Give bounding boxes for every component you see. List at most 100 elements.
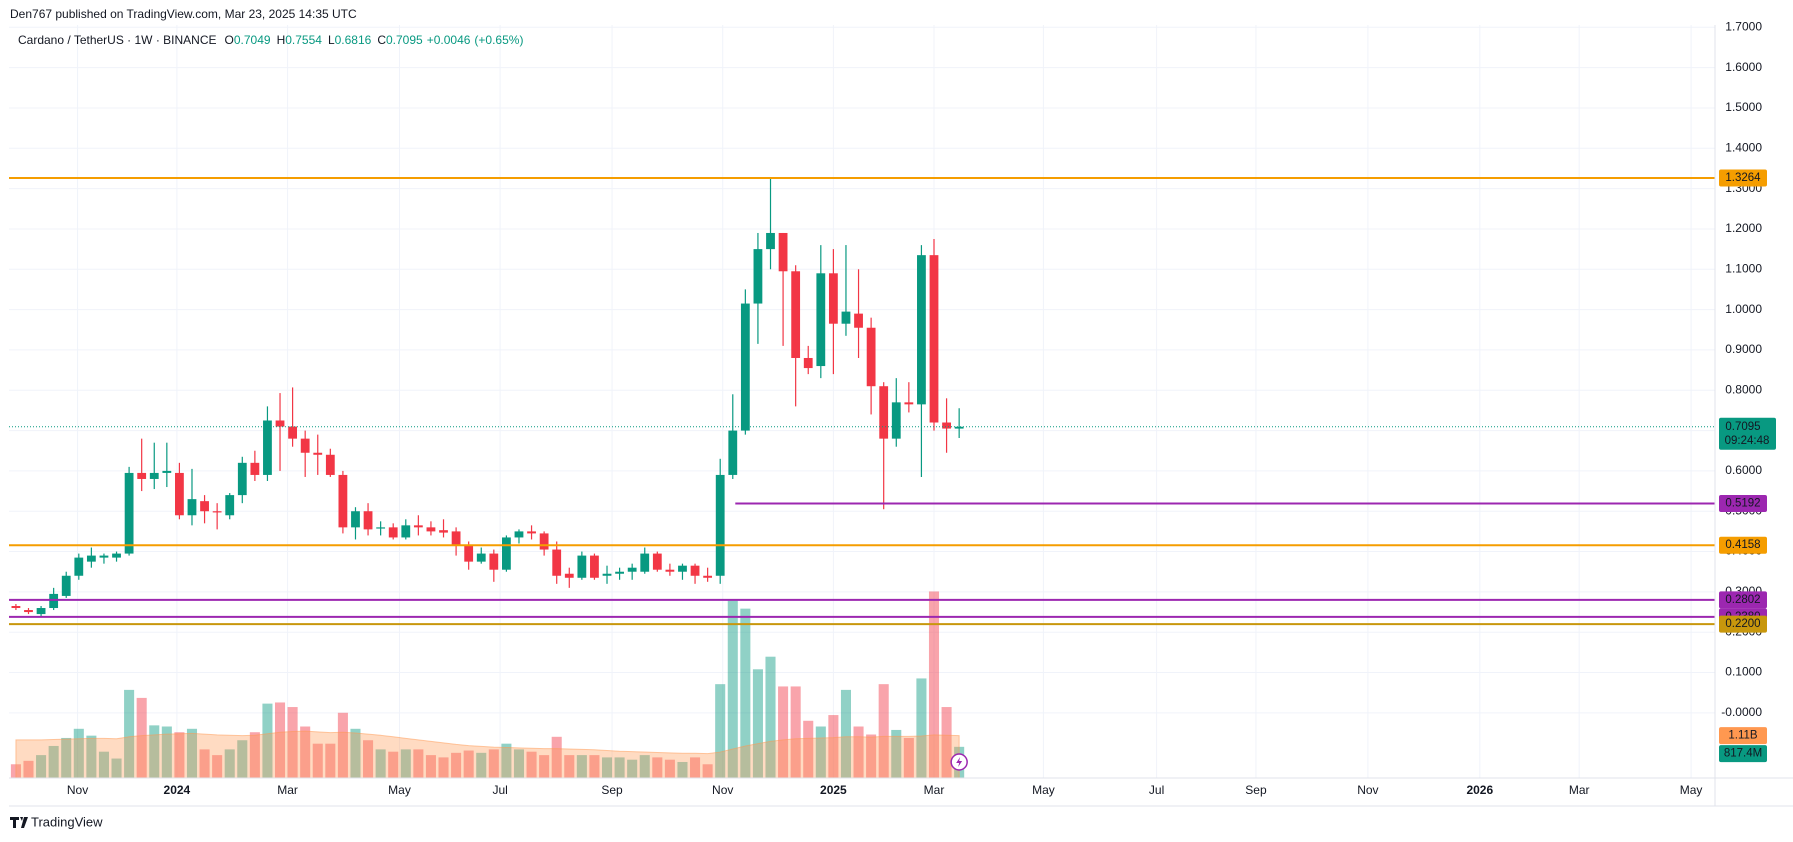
volume-bar — [853, 726, 864, 778]
volume-bar — [48, 745, 59, 778]
volume-bar — [916, 678, 927, 778]
candle-body — [866, 327, 876, 387]
candle-body — [564, 573, 574, 578]
level-label-box — [1719, 615, 1767, 633]
volume-bar — [237, 740, 248, 778]
volume-ma-label-box — [1719, 727, 1767, 745]
candle-body — [891, 402, 901, 439]
volume-bar — [212, 755, 223, 778]
volume-bar — [752, 669, 763, 778]
candle-body — [149, 472, 159, 479]
volume-bar — [400, 749, 411, 778]
x-tick-label: Mar — [924, 783, 945, 797]
candle-body — [237, 462, 247, 496]
y-tick-label: -0.0000 — [1721, 705, 1762, 719]
candle-body — [413, 525, 423, 528]
volume-bar — [61, 737, 72, 778]
volume-bar — [601, 757, 613, 778]
candle-body — [49, 593, 59, 609]
axes — [9, 25, 1793, 807]
level-label-box — [1719, 536, 1767, 554]
x-tick-label: Nov — [67, 783, 88, 797]
legend-value: 0.6816 — [335, 33, 372, 47]
candle-body — [275, 420, 285, 427]
volume-bar — [161, 726, 172, 778]
candle-body — [36, 608, 46, 615]
x-tick-label: 2024 — [164, 783, 191, 797]
candle-body — [904, 402, 914, 405]
volume-bar — [287, 707, 298, 778]
volume-bar — [325, 743, 336, 778]
candle-body — [514, 531, 524, 538]
volume-bar — [98, 751, 109, 778]
candle-body — [426, 527, 436, 532]
candle-body — [740, 303, 750, 431]
y-tick-label: 1.4000 — [1725, 140, 1762, 154]
volume-bar — [765, 656, 776, 778]
volume-bar — [312, 743, 323, 778]
candle-body — [250, 462, 260, 475]
x-tick-label: Sep — [1245, 783, 1267, 797]
y-tick-label: 1.7000 — [1725, 19, 1762, 33]
volume-ma-area — [15, 730, 960, 779]
candle-body — [917, 255, 926, 405]
candle-body — [527, 531, 536, 534]
candle-body — [854, 313, 863, 328]
volume-bar — [111, 758, 122, 778]
candle-body — [841, 311, 851, 324]
candle-body — [803, 357, 813, 369]
legend-value: 0.7049 — [234, 33, 271, 47]
candle-body — [942, 422, 951, 429]
candle-body — [11, 606, 21, 609]
level-label-box — [1719, 591, 1767, 609]
y-tick-label: 1.1000 — [1725, 261, 1762, 275]
y-tick-label: 1.0000 — [1725, 302, 1762, 316]
volume-bar — [702, 764, 713, 778]
candle-body — [401, 525, 411, 538]
candle-body — [24, 610, 33, 613]
candle-body — [61, 575, 71, 596]
y-tick-label: 1.2000 — [1725, 221, 1762, 235]
brand-name: TradingView — [31, 814, 103, 829]
candle-body — [489, 553, 499, 570]
legend-letter: H — [277, 33, 286, 47]
volume-bar — [664, 759, 675, 778]
candle-body — [766, 232, 775, 250]
volume-bar — [891, 729, 902, 778]
volume-bar — [388, 751, 399, 778]
volume-bar — [375, 749, 386, 778]
candle-body — [338, 474, 348, 528]
volume-bar — [878, 684, 889, 778]
y-tick-label: 1.5000 — [1725, 100, 1762, 114]
candle-body — [212, 511, 222, 513]
level-label: 0.2200 — [1725, 618, 1760, 630]
candle-body — [351, 511, 360, 528]
volume-bar — [727, 600, 738, 778]
volume-bar — [224, 749, 235, 778]
x-tick-label: May — [1680, 783, 1703, 797]
candle-body — [74, 557, 84, 576]
candle-body — [954, 426, 964, 429]
logo-mark — [10, 817, 28, 828]
level-label-box — [1719, 494, 1767, 512]
level-label: 0.2802 — [1725, 594, 1760, 606]
volume-bar — [866, 734, 877, 778]
volume-bar — [451, 752, 462, 778]
candle-body — [439, 530, 448, 533]
candle-body — [602, 573, 612, 576]
volume-bar — [778, 686, 789, 778]
volume-bar — [337, 712, 348, 778]
candle-body — [137, 472, 147, 479]
candle-body — [376, 527, 386, 529]
candle-body — [162, 470, 172, 473]
candle-body — [388, 527, 398, 538]
last-price-box — [1719, 417, 1776, 450]
legend-change-pct: (+0.65%) — [474, 33, 523, 47]
alert-icon-bolt — [956, 757, 963, 767]
candle-body — [124, 472, 134, 554]
x-tick-label: Nov — [1357, 783, 1378, 797]
volume-bar — [136, 697, 147, 778]
candle-body — [753, 249, 763, 304]
x-tick-label: Jul — [1149, 783, 1164, 797]
